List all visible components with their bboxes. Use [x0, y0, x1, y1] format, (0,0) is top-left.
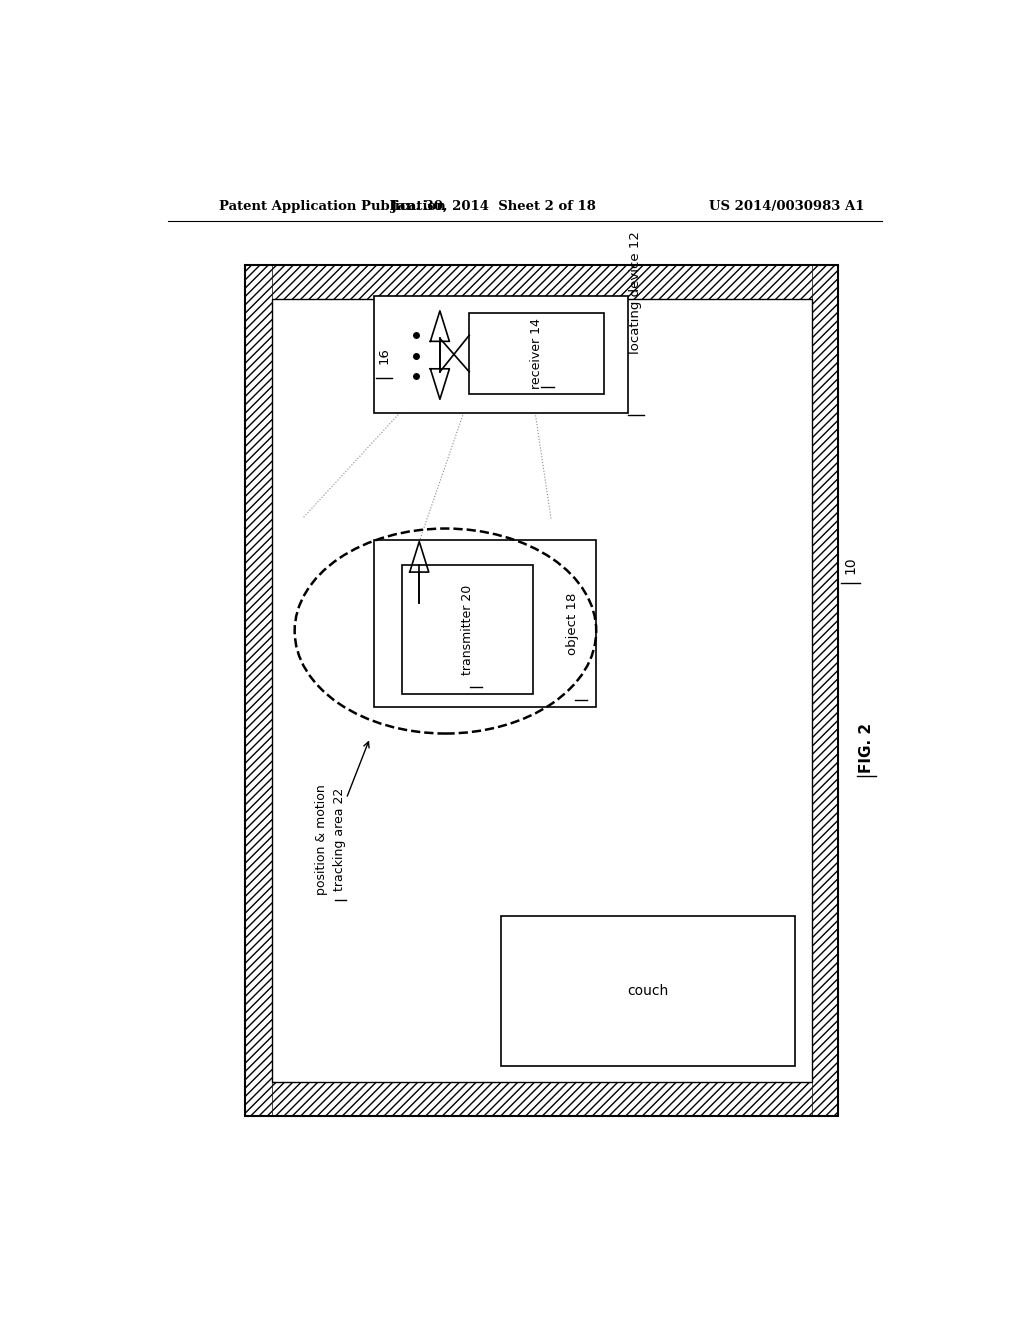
Text: 10: 10 — [843, 556, 857, 574]
Text: FIG. 2: FIG. 2 — [858, 723, 873, 774]
Text: object 18: object 18 — [566, 593, 579, 655]
Bar — [469, 313, 604, 395]
Bar — [271, 298, 812, 1082]
Bar — [401, 565, 532, 694]
Bar — [812, 265, 839, 1115]
Text: receiver 14: receiver 14 — [530, 318, 543, 389]
Bar — [246, 1082, 839, 1115]
Text: Jan. 30, 2014  Sheet 2 of 18: Jan. 30, 2014 Sheet 2 of 18 — [390, 199, 596, 213]
Bar — [374, 540, 596, 708]
Text: transmitter 20: transmitter 20 — [461, 585, 474, 675]
Text: 16: 16 — [378, 347, 391, 364]
Bar — [246, 265, 839, 298]
Text: position & motion
tracking area 22: position & motion tracking area 22 — [314, 784, 346, 895]
Text: locating device 12: locating device 12 — [630, 231, 642, 354]
Text: couch: couch — [627, 983, 669, 998]
Bar — [246, 265, 271, 1115]
Text: US 2014/0030983 A1: US 2014/0030983 A1 — [709, 199, 864, 213]
Bar — [246, 265, 839, 1115]
Bar — [501, 916, 795, 1067]
Bar — [374, 296, 628, 412]
Text: Patent Application Publication: Patent Application Publication — [219, 199, 446, 213]
Bar — [271, 298, 812, 1082]
